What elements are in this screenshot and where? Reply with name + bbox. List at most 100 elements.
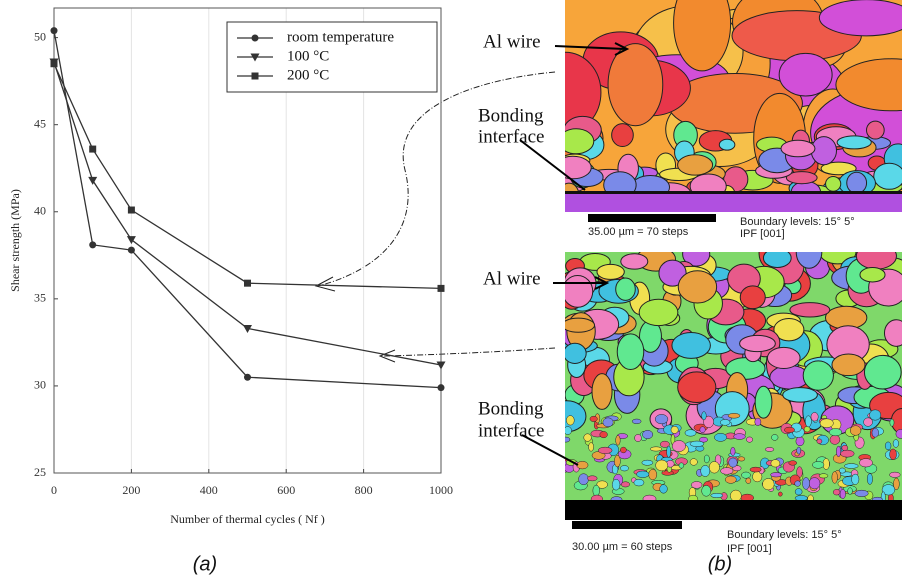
ipf-text: IPF [001] xyxy=(727,543,772,555)
grain xyxy=(671,331,711,359)
grain xyxy=(825,176,842,192)
grain xyxy=(762,252,792,268)
grain xyxy=(684,429,697,437)
scale-bar xyxy=(572,521,682,529)
grain xyxy=(616,333,645,371)
grain xyxy=(739,285,766,310)
marker xyxy=(126,236,136,245)
grain xyxy=(565,342,587,364)
grain xyxy=(677,270,718,304)
grain xyxy=(893,477,900,491)
grain xyxy=(831,353,866,377)
grain xyxy=(863,354,902,390)
grain xyxy=(566,415,575,426)
x-tick-label: 800 xyxy=(355,483,373,497)
grain xyxy=(718,138,736,151)
grain xyxy=(591,373,613,410)
grain xyxy=(796,446,802,455)
grain xyxy=(869,409,882,421)
grain xyxy=(666,445,671,458)
ipf-text: IPF [001] xyxy=(740,228,785,240)
grain xyxy=(770,472,782,478)
grain xyxy=(737,456,746,462)
grain xyxy=(844,463,859,469)
grain xyxy=(762,478,775,491)
grain xyxy=(565,317,596,333)
grain xyxy=(802,477,810,490)
legend-label: 200 °C xyxy=(287,67,329,83)
grain xyxy=(812,461,825,469)
grain xyxy=(615,277,636,301)
grain xyxy=(576,461,589,470)
grain xyxy=(596,480,608,489)
grain xyxy=(795,252,823,269)
grain xyxy=(818,473,829,479)
grain xyxy=(620,446,627,454)
grain xyxy=(689,458,698,466)
boundary-text: Boundary levels: 15° 5° xyxy=(740,216,855,228)
al-wire-label: Al wire xyxy=(483,31,541,52)
interface-label: interface xyxy=(478,126,544,147)
grain xyxy=(565,155,592,180)
grain xyxy=(836,135,872,150)
grain xyxy=(819,418,834,428)
grain xyxy=(810,412,819,422)
grain xyxy=(654,414,669,425)
grain xyxy=(795,436,805,447)
grain xyxy=(866,120,885,140)
x-tick-label: 400 xyxy=(200,483,218,497)
grain xyxy=(648,469,658,481)
grain xyxy=(820,161,857,176)
pointer-arrows xyxy=(519,42,630,466)
grain xyxy=(788,460,797,466)
grain xyxy=(839,467,846,474)
legend-marker xyxy=(251,72,259,80)
grain xyxy=(794,488,803,496)
y-tick-label: 25 xyxy=(34,465,46,479)
scale-text: 35.00 µm = 70 steps xyxy=(588,226,689,238)
grain xyxy=(689,440,705,447)
grain xyxy=(701,485,712,497)
series-line xyxy=(53,61,442,366)
x-tick-label: 200 xyxy=(122,483,140,497)
grain xyxy=(847,487,853,495)
grain xyxy=(634,434,642,442)
grain xyxy=(587,475,598,482)
grain xyxy=(851,473,860,485)
grain xyxy=(859,458,873,468)
scale-bar xyxy=(588,214,716,222)
y-tick-label: 30 xyxy=(34,378,46,392)
grain xyxy=(808,477,821,490)
grain xyxy=(699,426,706,434)
grain xyxy=(739,334,776,353)
grain xyxy=(701,411,707,421)
y-axis-label: Shear strength (MPa) xyxy=(8,189,22,292)
grain xyxy=(829,434,841,445)
grain xyxy=(778,491,783,497)
grain xyxy=(677,154,714,176)
grain xyxy=(835,58,902,112)
grain xyxy=(659,484,668,494)
grain xyxy=(846,171,868,194)
grain xyxy=(720,467,734,475)
interface-label: interface xyxy=(478,420,544,441)
y-tick-label: 45 xyxy=(34,116,46,130)
grain xyxy=(832,489,841,496)
x-tick-label: 1000 xyxy=(429,483,453,497)
grain xyxy=(620,253,649,270)
grain xyxy=(614,455,621,468)
grain xyxy=(785,171,818,185)
grain xyxy=(703,415,714,428)
grain xyxy=(859,267,886,283)
plot-frame xyxy=(53,7,442,474)
grain xyxy=(892,439,899,448)
grain xyxy=(728,457,738,468)
marker xyxy=(437,384,445,392)
grain xyxy=(641,459,654,466)
marker xyxy=(243,324,252,333)
grain xyxy=(565,426,572,435)
marker xyxy=(89,145,97,153)
marker xyxy=(437,284,445,292)
